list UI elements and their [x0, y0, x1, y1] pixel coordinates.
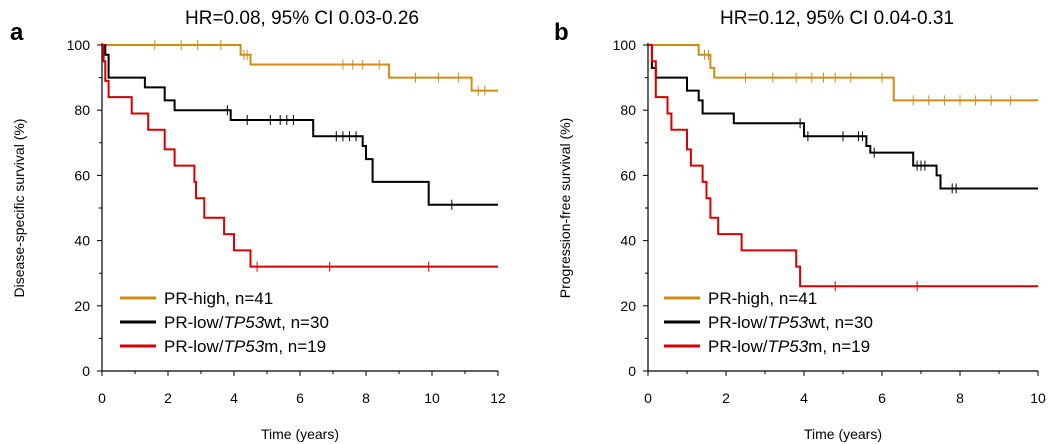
panel-b-legend-label-pr_low_tp53m: PR-low/TP53m, n=19: [708, 337, 870, 356]
panel-b-y-tick-label: 100: [613, 37, 637, 53]
panel-b-xlabel: Time (years): [804, 426, 882, 442]
panel-a-x-tick-label: 8: [362, 390, 370, 406]
panel-b-legend-label-pr_low_tp53wt: PR-low/TP53wt, n=30: [708, 313, 873, 332]
panel-a-y-tick-label: 40: [74, 233, 90, 249]
panel-a-x-tick-label: 4: [230, 390, 238, 406]
panel-a-x-tick-label: 12: [490, 390, 506, 406]
panel-a-x-tick-label: 10: [424, 390, 440, 406]
panel-a-legend: PR-high, n=41 PR-low/TP53wt, n=30 PR-low/T…: [120, 289, 329, 356]
panel-b-x-tick-label: 8: [956, 390, 964, 406]
panel-b-ylabel: Progression-free survival (%): [557, 118, 573, 299]
panel-b-x-tick-label: 10: [1030, 390, 1046, 406]
panel-a-legend-label-pr_high: PR-high, n=41: [164, 289, 273, 308]
panel-b-y-tick-label: 40: [620, 233, 636, 249]
panel-a: a HR=0.08, 95% CI 0.03-0.26 Disease-spec…: [10, 8, 506, 442]
panel-a-x-tick-label: 0: [98, 390, 106, 406]
panel-b-x-tick-label: 6: [878, 390, 886, 406]
panel-a-legend-label-pr_low_tp53m: PR-low/TP53m, n=19: [164, 337, 326, 356]
panel-b-y-tick-label: 0: [628, 363, 636, 379]
panel-a-legend-label-pr_low_tp53wt: PR-low/TP53wt, n=30: [164, 313, 329, 332]
panel-a-curve-pr_low_tp53wt: [102, 44, 498, 206]
panel-a-y-tick-label: 80: [74, 102, 90, 118]
panel-a-letter: a: [10, 19, 24, 46]
panel-b-curve-pr_low_tp53wt: [648, 44, 1038, 190]
panel-b-legend-label-pr_high: PR-high, n=41: [708, 289, 817, 308]
panel-b-y-tick-label: 80: [620, 102, 636, 118]
panel-b-legend: PR-high, n=41 PR-low/TP53wt, n=30 PR-low/T…: [664, 289, 873, 356]
panel-b-y-tick-label: 60: [620, 167, 636, 183]
panel-a-curve-pr_low_tp53m: [102, 44, 498, 268]
panel-a-x-tick-label: 6: [296, 390, 304, 406]
panel-b-curve-pr_low_tp53m: [648, 44, 1038, 288]
panel-b-curve-pr_high: [648, 44, 1038, 102]
panel-b-y-tick-label: 20: [620, 298, 636, 314]
panel-b-x-tick-label: 4: [800, 390, 808, 406]
panel-b: b HR=0.12, 95% CI 0.04-0.31 Progression-…: [554, 8, 1046, 442]
panel-a-curve-pr_high: [102, 44, 498, 92]
panel-b-x-tick-label: 2: [722, 390, 730, 406]
panel-a-xlabel: Time (years): [261, 426, 339, 442]
panel-b-plot: 0 20 40 60 80 100 0 2 4 6 8 10: [613, 37, 1046, 406]
panel-b-x-tick-label: 0: [644, 390, 652, 406]
panel-a-y-tick-label: 0: [82, 363, 90, 379]
panel-a-plot: 0 20 40 60 80 100 0 2 4 6 8 10 12: [67, 37, 506, 406]
panel-b-title: HR=0.12, 95% CI 0.04-0.31: [720, 8, 954, 29]
panel-a-x-tick-label: 2: [164, 390, 172, 406]
panel-a-title: HR=0.08, 95% CI 0.03-0.26: [185, 8, 419, 29]
panel-a-y-tick-label: 20: [74, 298, 90, 314]
panel-a-ylabel: Disease-specific survival (%): [11, 119, 27, 298]
panel-b-letter: b: [554, 19, 569, 46]
panel-a-y-tick-label: 60: [74, 167, 90, 183]
panel-a-y-tick-label: 100: [67, 37, 91, 53]
